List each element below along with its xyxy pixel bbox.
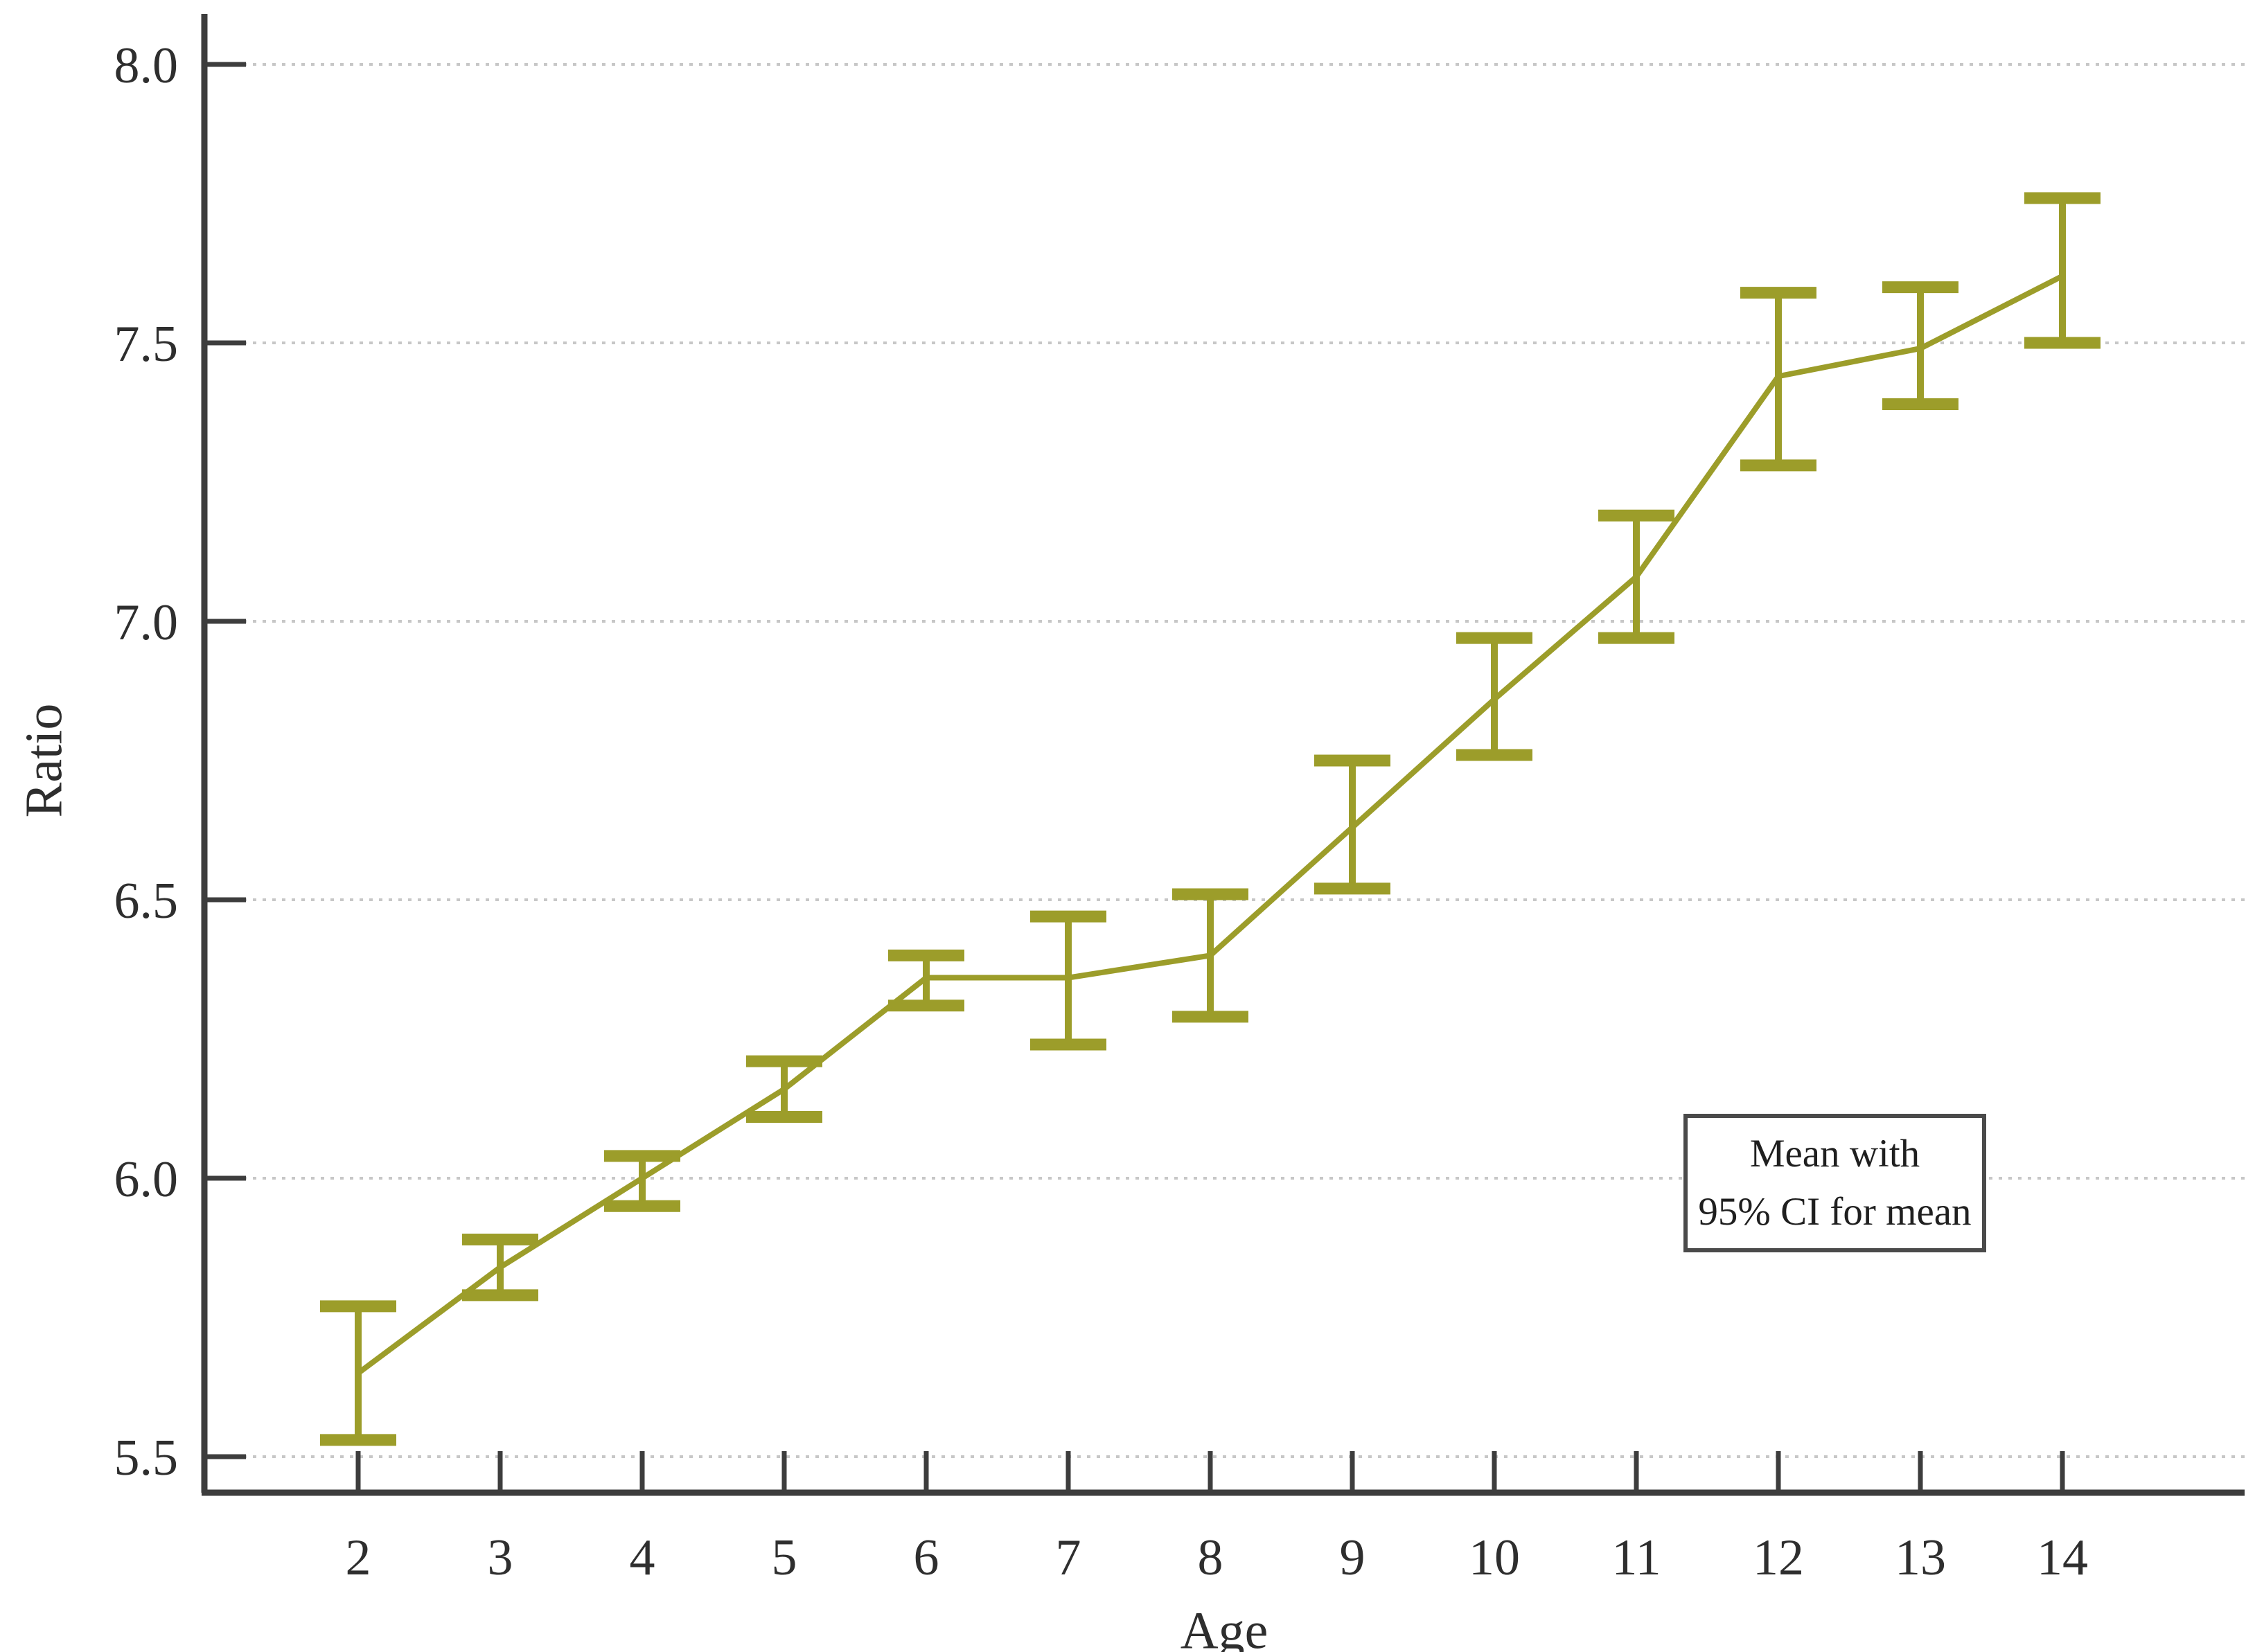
x-tick-label: 6 [914,1529,939,1586]
y-tick-label: 7.5 [114,316,179,373]
x-tick-label: 8 [1198,1529,1223,1586]
y-axis-title: Ratio [15,703,73,818]
x-tick-label: 9 [1340,1529,1365,1586]
legend-line-1: Mean with [1749,1132,1920,1175]
y-tick-label: 7.0 [114,594,179,651]
x-tick-label: 4 [630,1529,655,1586]
x-tick-label: 3 [488,1529,513,1586]
x-tick-label: 2 [346,1529,371,1586]
y-tick-label: 8.0 [114,37,179,94]
legend-line-2: 95% CI for mean [1698,1190,1972,1234]
x-tick-label: 12 [1753,1529,1804,1586]
x-axis-title: Age [1180,1601,1268,1652]
mean-line [356,273,2064,1376]
x-tick-label: 11 [1611,1529,1661,1586]
y-tick-label: 6.5 [114,873,179,930]
y-tick-label: 6.0 [114,1151,179,1208]
x-tick-label: 13 [1895,1529,1946,1586]
legend-box: Mean with 95% CI for mean [1683,1114,1986,1252]
x-tick-label: 14 [2037,1529,2088,1586]
x-tick-label: 10 [1469,1529,1520,1586]
x-tick-label: 5 [772,1529,797,1586]
x-tick-label: 7 [1056,1529,1081,1586]
y-tick-label: 5.5 [114,1430,179,1486]
